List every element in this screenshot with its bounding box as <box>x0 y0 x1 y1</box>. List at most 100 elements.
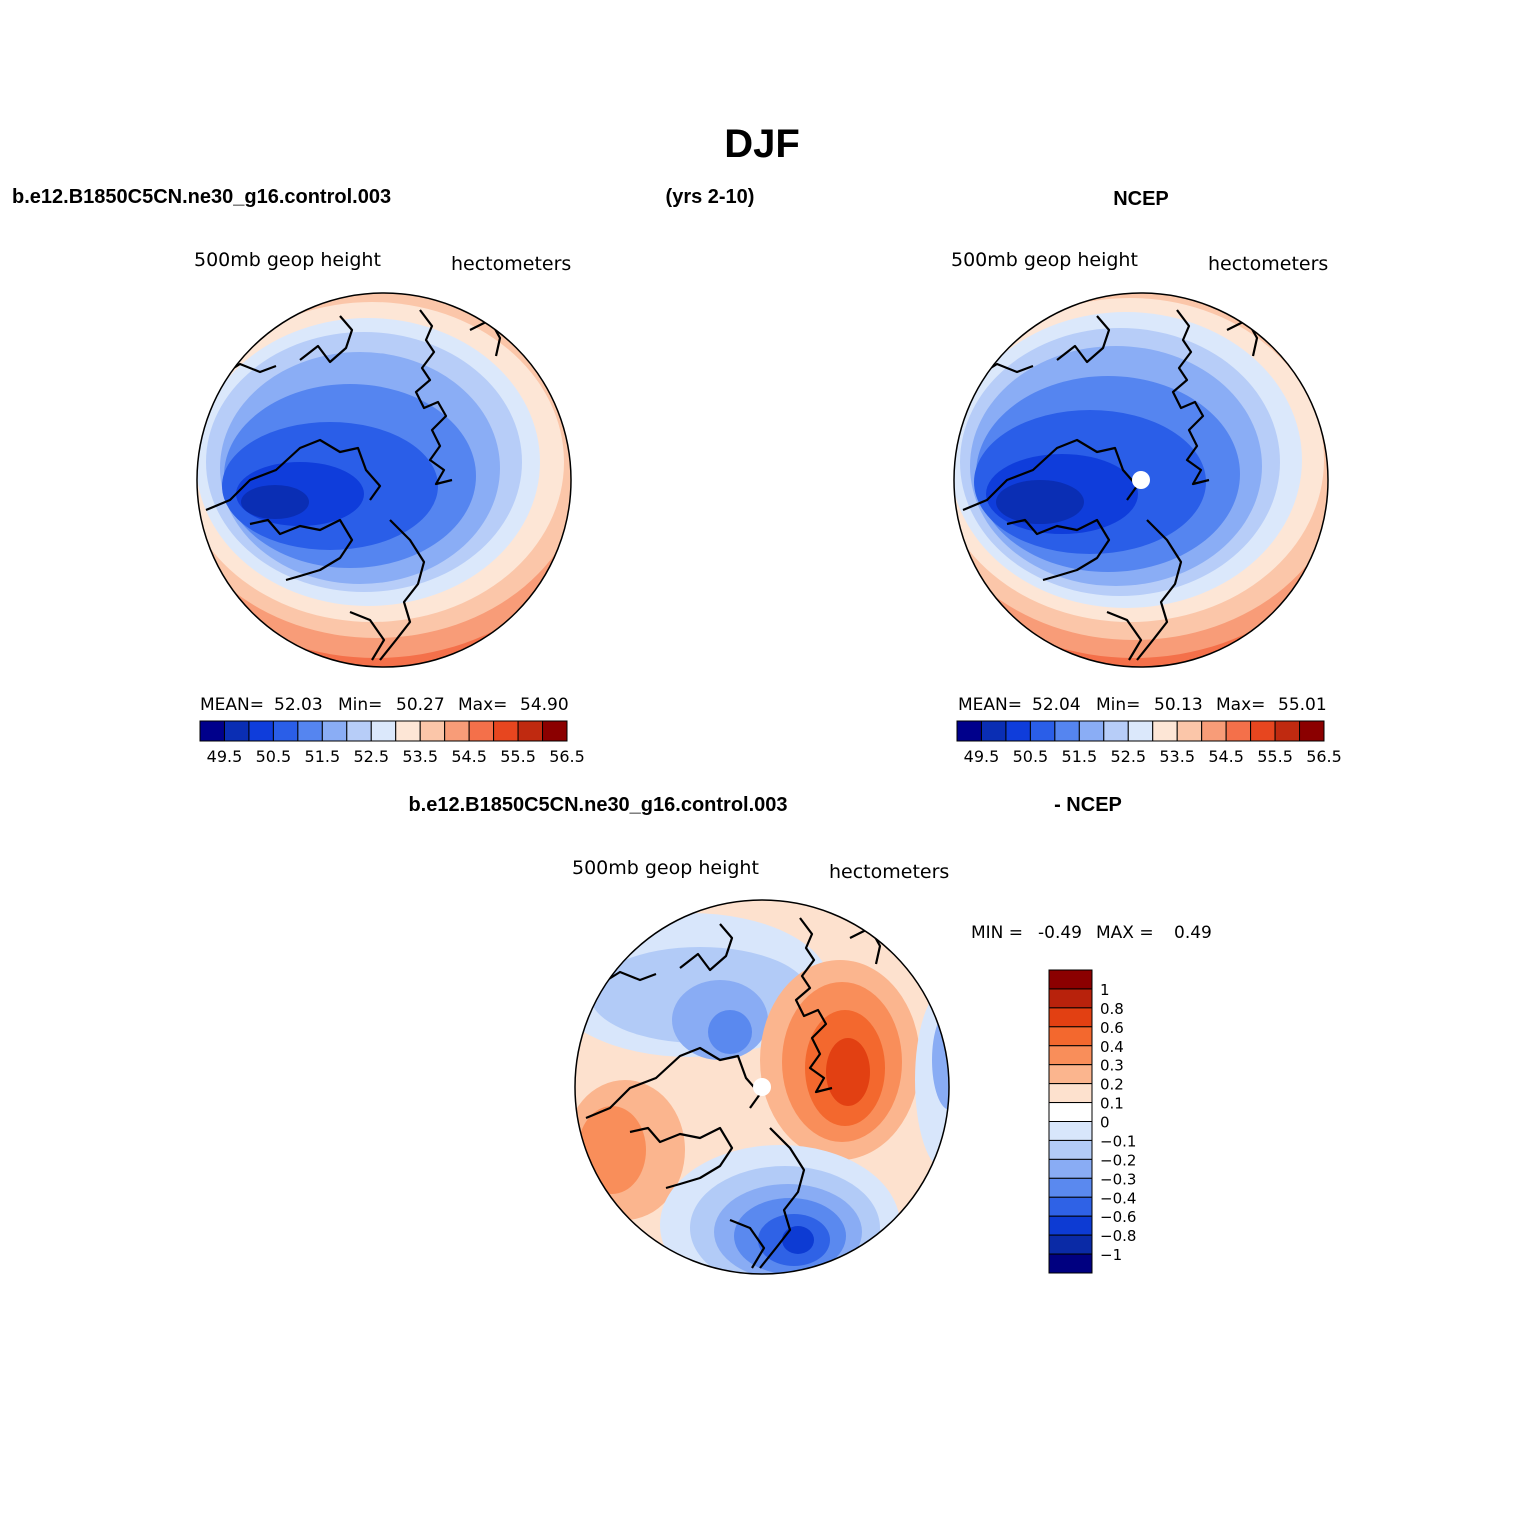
colorbar-swatch <box>395 720 421 742</box>
colorbar-swatch <box>1152 720 1178 742</box>
map-field-layer <box>782 1226 814 1254</box>
colorbar-swatch <box>321 720 348 742</box>
stat-value: 0.49 <box>1174 923 1212 943</box>
obs-stats: MEAN= 52.04 Min= 50.13 Max= 55.01 <box>958 695 1327 715</box>
colorbar-swatch <box>248 720 274 742</box>
colorbar-tick-label: 50.5 <box>256 747 292 766</box>
stat-label: MIN = <box>971 923 1023 943</box>
colorbar-tick-label: 49.5 <box>964 747 1000 766</box>
colorbar-swatch <box>1078 720 1105 742</box>
colorbar-swatch <box>419 720 446 742</box>
stat-label: Min= <box>1096 695 1140 715</box>
model-colorbar: 49.5 50.5 51.5 52.5 53.5 54.5 55.5 56.5 <box>199 720 585 766</box>
colorbar-swatch <box>1048 1064 1093 1085</box>
map-boundary <box>953 292 1329 668</box>
colorbar-tick-label: −1 <box>1100 1246 1122 1264</box>
colorbar-tick-label: 0.2 <box>1100 1076 1124 1094</box>
colorbar-swatch <box>1250 720 1276 742</box>
colorbar-swatch <box>1274 720 1301 742</box>
obs-polar-map <box>954 293 1328 667</box>
colorbar-swatch <box>1054 720 1080 742</box>
colorbar-tick-label: 0.1 <box>1100 1095 1124 1113</box>
stat-value: 50.27 <box>396 695 445 715</box>
stat-label: Min= <box>338 695 382 715</box>
map-field-layer <box>241 485 309 519</box>
colorbar-tick-label: 52.5 <box>353 747 389 766</box>
colorbar-swatch <box>1048 1026 1093 1047</box>
colorbar-swatch <box>956 720 982 742</box>
diff-obs-label: - NCEP <box>1054 794 1122 816</box>
diff-colorbar: 10.80.60.40.30.20.10−0.1−0.2−0.3−0.4−0.6… <box>1048 969 1136 1274</box>
coastlines <box>585 917 882 1269</box>
map-field-layer <box>932 1010 949 1110</box>
colorbar-swatch <box>1048 1253 1093 1274</box>
pole-hole <box>753 1078 771 1096</box>
colorbar-tick-label: −0.2 <box>1100 1151 1136 1169</box>
colorbar-swatch <box>1029 720 1056 742</box>
colorbar-swatch <box>542 720 568 742</box>
colorbar-swatch <box>223 720 250 742</box>
colorbar-tick-label: −0.8 <box>1100 1227 1136 1245</box>
diff-case-label: b.e12.B1850C5CN.ne30_g16.control.003 <box>408 794 787 816</box>
stat-value: 54.90 <box>520 695 569 715</box>
colorbar-swatch <box>1048 1121 1093 1141</box>
model-units-label: hectometers <box>451 253 571 275</box>
stat-label: Max= <box>458 695 507 715</box>
colorbar-tick-label: 55.5 <box>500 747 536 766</box>
colorbar-swatch <box>297 720 323 742</box>
stat-value: 50.13 <box>1154 695 1203 715</box>
diff-units-label: hectometers <box>829 861 949 883</box>
colorbar-tick-label: −0.4 <box>1100 1189 1136 1207</box>
colorbar-swatch <box>1048 969 1093 990</box>
obs-label: NCEP <box>1113 188 1169 210</box>
map-field-layer <box>708 1010 752 1054</box>
colorbar-tick-label: 51.5 <box>1062 747 1098 766</box>
colorbar-tick-label: 0.4 <box>1100 1038 1124 1056</box>
colorbar-swatch <box>1048 1102 1093 1122</box>
colorbar-swatch <box>1176 720 1203 742</box>
stat-label: MAX = <box>1096 923 1154 943</box>
colorbar-tick-label: 0.6 <box>1100 1019 1124 1037</box>
colorbar-tick-label: −0.3 <box>1100 1170 1136 1188</box>
colorbar-swatch <box>1201 720 1227 742</box>
colorbar-tick-label: −0.1 <box>1100 1132 1136 1150</box>
colorbar-swatch <box>1048 1139 1093 1160</box>
colorbar-tick-label: 0.3 <box>1100 1057 1124 1075</box>
model-polar-map <box>197 293 571 667</box>
pole-hole <box>1132 471 1150 489</box>
colorbar-tick-label: 56.5 <box>1306 747 1342 766</box>
colorbar-swatch <box>517 720 544 742</box>
colorbar-tick-label: 50.5 <box>1013 747 1049 766</box>
map-field-layer <box>826 1038 870 1106</box>
stat-label: Max= <box>1216 695 1265 715</box>
colorbar-tick-label: 53.5 <box>402 747 438 766</box>
colorbar-tick-label: −0.6 <box>1100 1208 1136 1226</box>
colorbar-swatch <box>1048 1196 1093 1217</box>
diff-stats: MIN = -0.49 MAX = 0.49 <box>971 923 1212 943</box>
colorbar-tick-label: 1 <box>1100 981 1110 999</box>
colorbar-swatch <box>346 720 372 742</box>
colorbar-swatch <box>1048 1083 1093 1104</box>
colorbar-swatch <box>1127 720 1154 742</box>
colorbar-swatch <box>1048 1234 1093 1255</box>
diff-variable-label: 500mb geop height <box>572 857 759 879</box>
colorbar-swatch <box>272 720 299 742</box>
map-boundary <box>574 899 950 1275</box>
colorbar-tick-label: 52.5 <box>1110 747 1146 766</box>
colorbar-swatch <box>199 720 225 742</box>
colorbar-swatch <box>1048 1215 1093 1236</box>
stat-value: -0.49 <box>1038 923 1082 943</box>
map-field-layer <box>996 480 1084 524</box>
diff-polar-map <box>575 900 949 1274</box>
obs-units-label: hectometers <box>1208 253 1328 275</box>
colorbar-tick-label: 53.5 <box>1159 747 1195 766</box>
colorbar-tick-label: 56.5 <box>549 747 585 766</box>
colorbar-swatch <box>1048 988 1093 1009</box>
coastlines <box>962 309 1259 661</box>
colorbar-swatch <box>1048 1045 1093 1066</box>
stat-value: 52.04 <box>1032 695 1081 715</box>
model-variable-label: 500mb geop height <box>194 249 381 271</box>
colorbar-swatch <box>493 720 519 742</box>
